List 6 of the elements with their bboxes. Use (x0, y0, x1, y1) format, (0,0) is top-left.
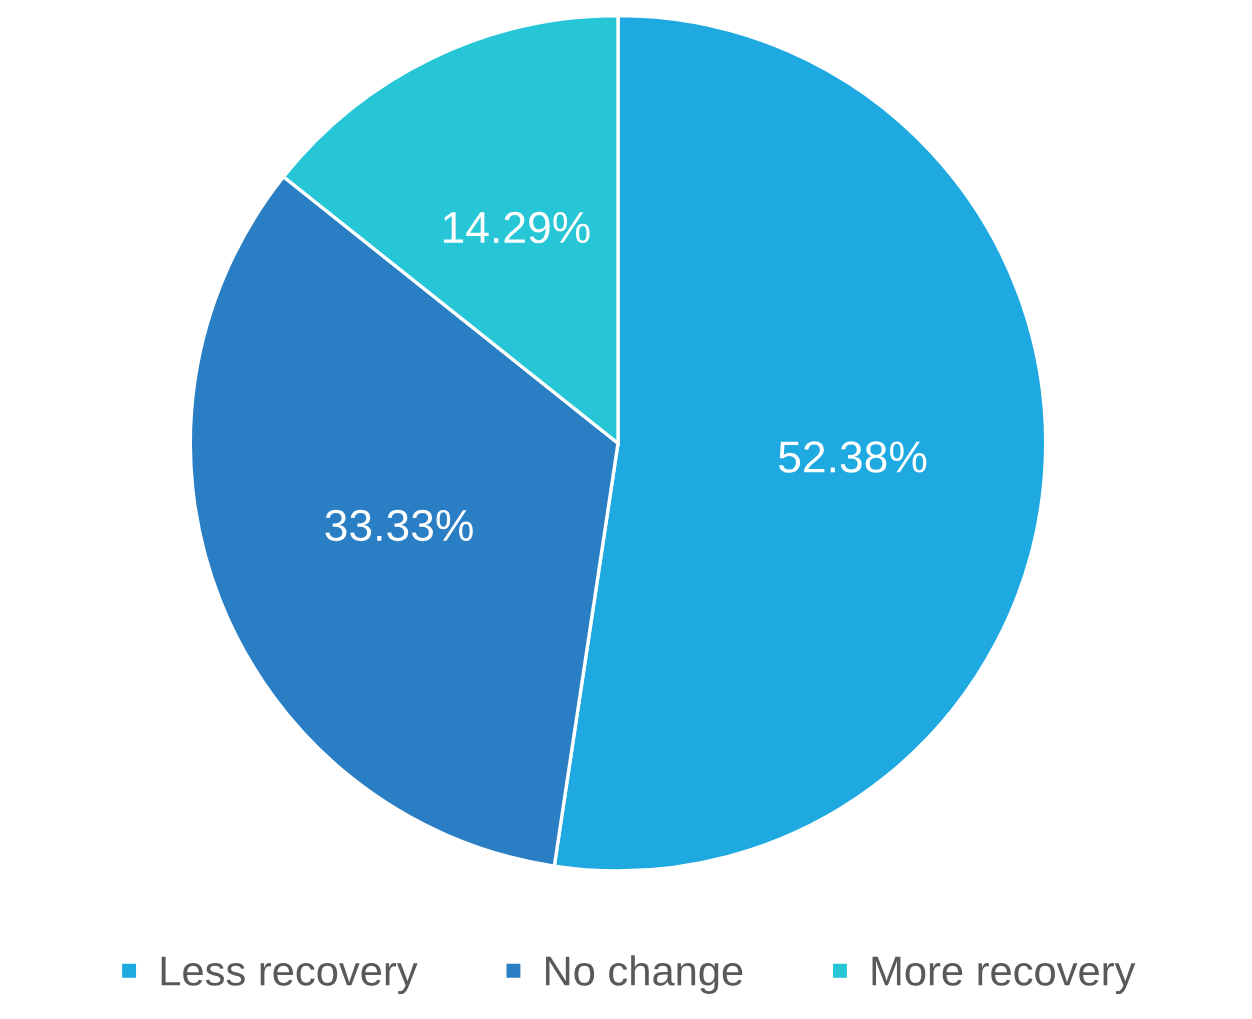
legend-label: No change (546, 955, 743, 994)
legend-label: More recovery (872, 956, 1136, 994)
data-label: 52.38% (778, 441, 927, 473)
legend-label: Less recovery (161, 956, 418, 994)
data-label: 33.33% (325, 509, 473, 542)
data-label: 14.29% (443, 211, 590, 244)
